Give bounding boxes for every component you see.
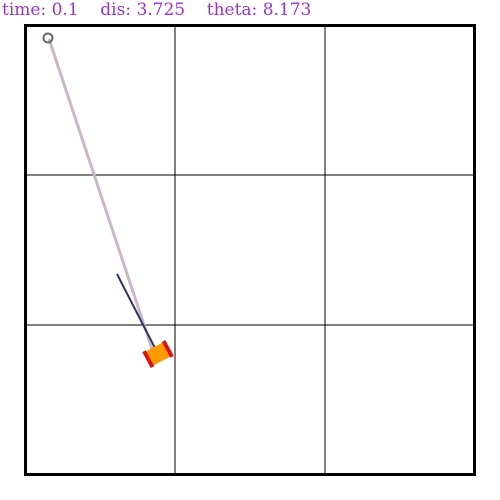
agent-body <box>146 342 170 366</box>
ring-icon <box>42 32 54 44</box>
agent-wheel-right <box>161 339 174 358</box>
grid-lines <box>25 25 475 475</box>
wheeled-robot-icon <box>142 339 174 369</box>
dis-value: 3.725 <box>136 0 186 20</box>
time-value: 0.1 <box>51 0 79 20</box>
arena-border <box>24 24 476 476</box>
time-label: time: <box>2 0 47 20</box>
agent-wheel-left <box>142 350 155 369</box>
theta-label: theta: <box>206 0 258 20</box>
dis-label: dis: <box>100 0 132 20</box>
theta-value: 8.173 <box>262 0 312 20</box>
status-bar: time: 0.1 dis: 3.725 theta: 8.173 <box>2 0 311 20</box>
tether-line <box>47 38 155 353</box>
heading-line <box>116 273 157 351</box>
